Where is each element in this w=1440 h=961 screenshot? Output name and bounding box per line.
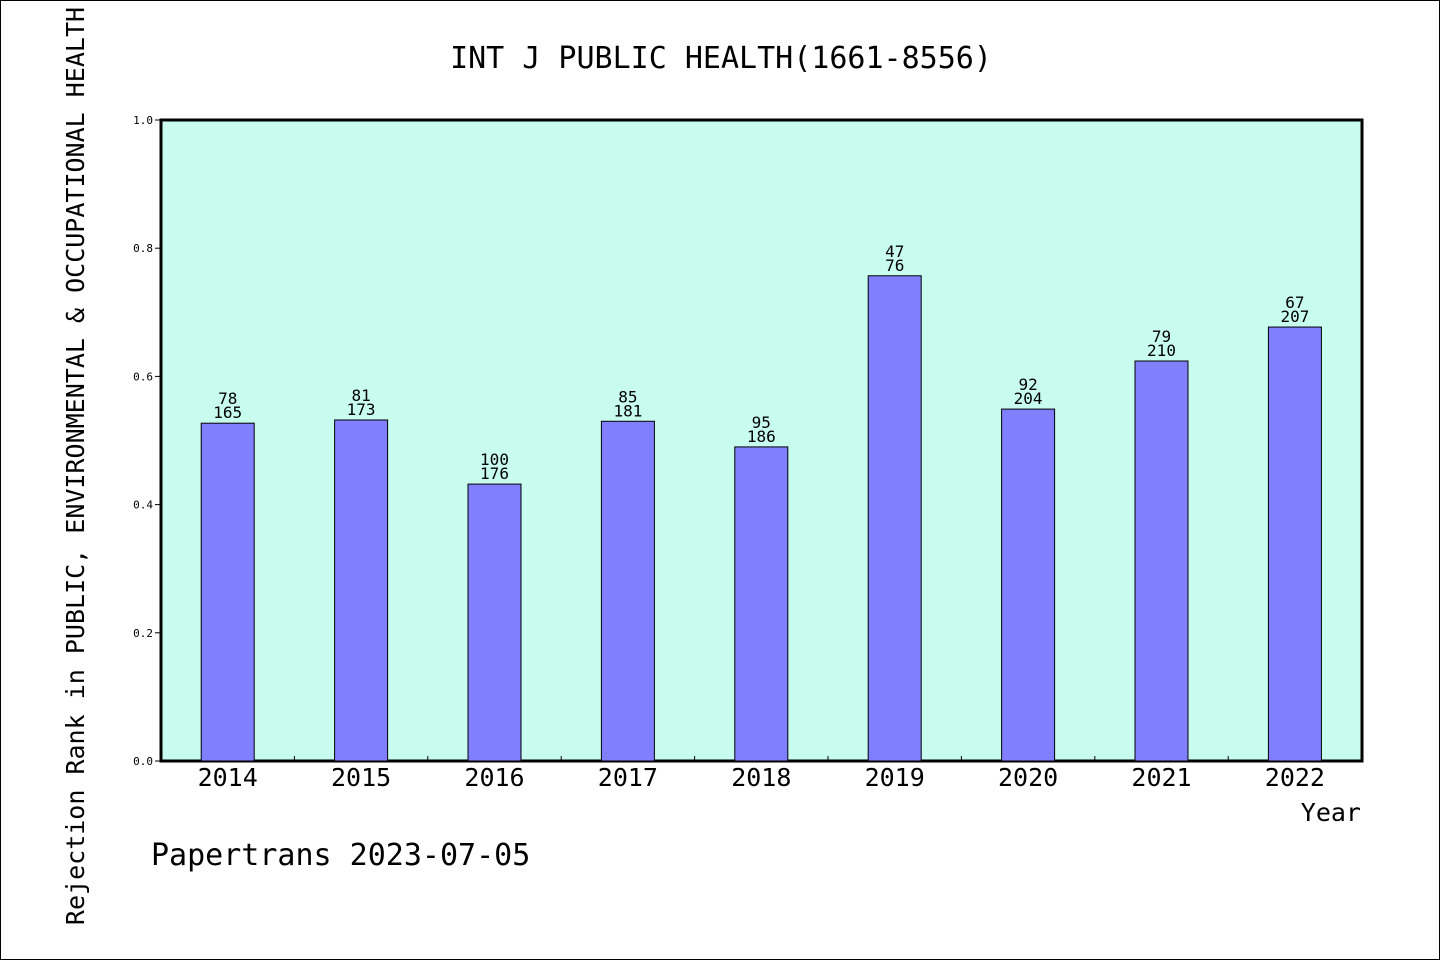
bar-2022 bbox=[1267, 326, 1322, 762]
bar-label-top: 81 bbox=[351, 386, 370, 405]
y-tick-label: 0.4 bbox=[133, 499, 153, 512]
x-tick-label: 2021 bbox=[1131, 763, 1191, 792]
bar-2017 bbox=[600, 420, 655, 762]
bar-label-bottom: 176 bbox=[480, 464, 509, 483]
x-tick-label: 2019 bbox=[865, 763, 925, 792]
bar-2019 bbox=[867, 275, 922, 762]
bar-label-top: 95 bbox=[752, 413, 771, 432]
x-axis: 2014 2015 2016 2017 2018 2019 2020 2021 2022 bbox=[198, 756, 1325, 792]
footer-credit: Papertrans 2023-07-05 bbox=[151, 838, 530, 873]
y-tick-label: 0.0 bbox=[133, 755, 153, 768]
y-tick-label: 0.6 bbox=[133, 370, 153, 383]
x-tick-label: 2015 bbox=[331, 763, 391, 792]
y-axis-title: Rejection Rank in PUBLIC, ENVIRONMENTAL … bbox=[61, 7, 90, 925]
y-tick-label: 1.0 bbox=[133, 114, 153, 127]
bar-2014 bbox=[200, 422, 255, 762]
bar-2016 bbox=[467, 483, 522, 762]
bar-label-bottom: 210 bbox=[1147, 341, 1176, 360]
x-tick-label: 2016 bbox=[464, 763, 524, 792]
bar-label-top: 85 bbox=[618, 387, 637, 406]
bar-label-bottom: 181 bbox=[613, 401, 642, 420]
x-tick-label: 2022 bbox=[1265, 763, 1325, 792]
bar-2018 bbox=[734, 446, 789, 762]
bar-label-top: 79 bbox=[1152, 327, 1171, 346]
bar-2021 bbox=[1134, 360, 1189, 762]
x-tick-label: 2020 bbox=[998, 763, 1058, 792]
bar-2015 bbox=[334, 419, 389, 762]
x-tick-label: 2014 bbox=[198, 763, 258, 792]
bar-label-bottom: 76 bbox=[885, 256, 904, 275]
bar-label-bottom: 204 bbox=[1014, 389, 1043, 408]
y-axis: 0.0 0.2 0.4 0.6 0.8 1.0 bbox=[133, 114, 161, 768]
bar-label-bottom: 186 bbox=[747, 427, 776, 446]
bar-label-bottom: 173 bbox=[347, 400, 376, 419]
chart-title: INT J PUBLIC HEALTH(1661-8556) bbox=[450, 41, 992, 76]
bars bbox=[200, 275, 1322, 762]
x-axis-title: Year bbox=[1301, 798, 1361, 827]
bar-label-bottom: 165 bbox=[213, 403, 242, 422]
bar-label-top: 92 bbox=[1018, 375, 1037, 394]
bar-2020 bbox=[1001, 408, 1056, 762]
y-tick-label: 0.8 bbox=[133, 242, 153, 255]
bar-label-top: 47 bbox=[885, 242, 904, 261]
y-tick-label: 0.2 bbox=[133, 627, 153, 640]
bar-label-top: 67 bbox=[1285, 293, 1304, 312]
bar-label-top: 100 bbox=[480, 450, 509, 469]
bar-label-bottom: 207 bbox=[1280, 307, 1309, 326]
x-tick-label: 2017 bbox=[598, 763, 658, 792]
x-tick-label: 2018 bbox=[731, 763, 791, 792]
bar-label-top: 78 bbox=[218, 389, 237, 408]
